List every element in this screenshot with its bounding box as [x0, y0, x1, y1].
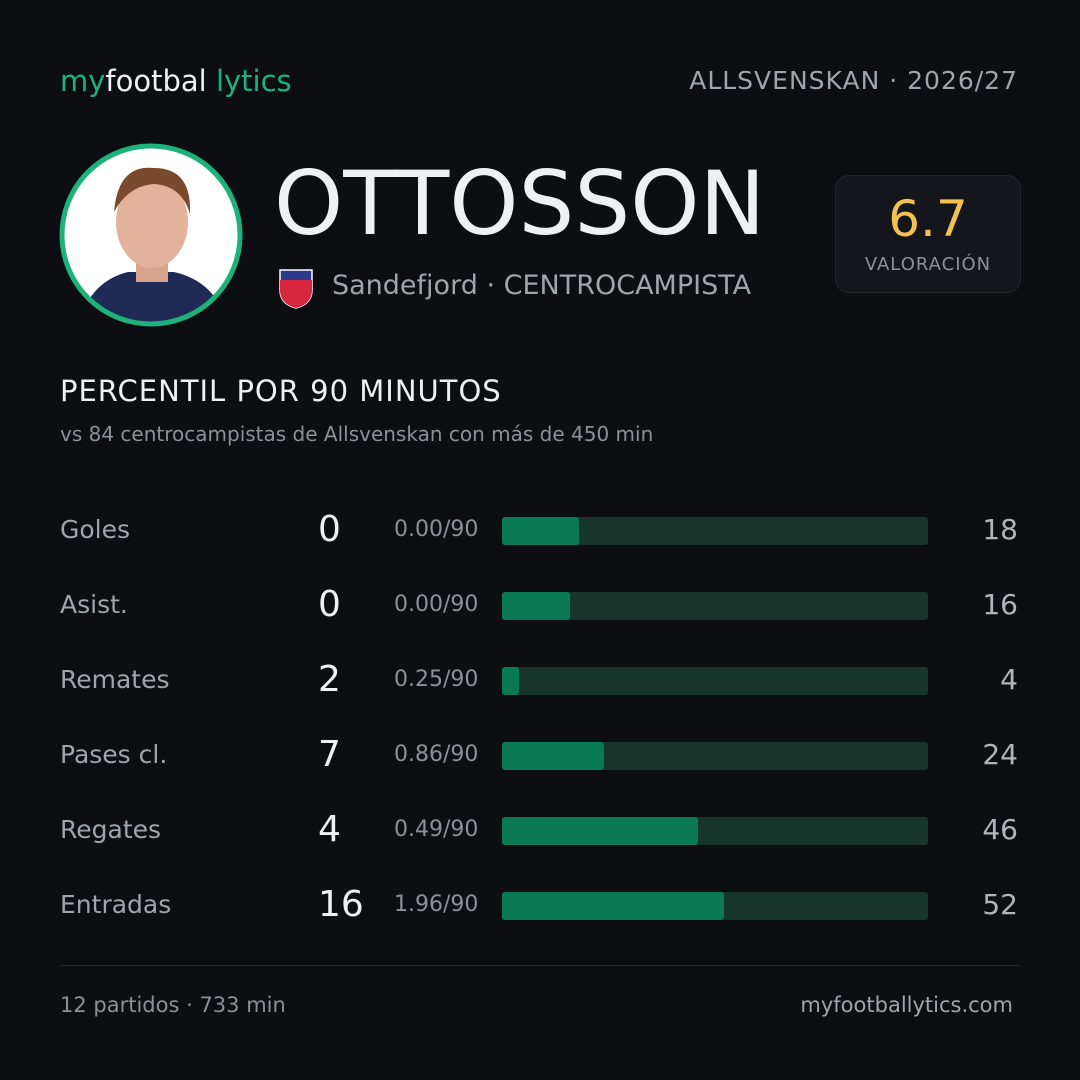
percentile-value: 24: [982, 738, 1018, 771]
stat-per90: 1.96/90: [394, 892, 479, 917]
bar-track: [502, 592, 928, 620]
rating-value: 6.7: [888, 190, 968, 248]
player-photo: [59, 143, 243, 327]
percentile-value: 52: [982, 888, 1018, 921]
brand-my: my: [60, 64, 106, 98]
percentile-bar: [502, 817, 698, 845]
stat-total: 7: [318, 734, 341, 775]
divider: [60, 965, 1020, 966]
section-title: PERCENTIL POR 90 MINUTOS: [60, 374, 502, 408]
percentile-bar: [502, 517, 579, 545]
percentile-bar: [502, 667, 520, 695]
stat-label: Remates: [60, 665, 170, 694]
percentile-value: 18: [982, 513, 1018, 546]
percentile-value: 46: [982, 813, 1018, 846]
subtitle-part: vs 84 centrocampistas: [60, 422, 287, 446]
stat-total: 0: [318, 584, 341, 625]
stat-label: Regates: [60, 815, 162, 844]
stat-label: Goles: [60, 515, 131, 544]
brand-football: footbal: [105, 64, 207, 98]
rating-box: 6.7 VALORACIÓN: [835, 175, 1021, 293]
section-subtitle: vs 84 centrocampistas de Allsvenskan con…: [60, 422, 653, 446]
league: ALLSVENSKAN: [689, 66, 881, 95]
rating-label: VALORACIÓN: [864, 254, 992, 275]
stat-label: Asist.: [60, 590, 128, 619]
player-name: OTTOSSON: [274, 152, 766, 255]
section-title-part: PERCENTIL: [60, 374, 227, 408]
stat-per90: 0.00/90: [394, 592, 479, 617]
team: Sandefjord: [332, 270, 478, 301]
percentile-value: 4: [1000, 663, 1018, 696]
stat-total: 0: [318, 509, 341, 550]
subtitle-part: de Allsvenskan: [292, 422, 443, 446]
season: · 2026/27: [889, 66, 1018, 95]
percentile-bar: [502, 742, 605, 770]
team-badge: [279, 269, 313, 309]
stat-total: 4: [318, 809, 341, 850]
stat-per90: 0.00/90: [394, 517, 479, 542]
brand-lytics: lytics: [215, 64, 292, 98]
section-title-part: POR 90 MINUTOS: [236, 374, 502, 408]
footer-right: myfootballytics.com: [800, 993, 1013, 1017]
stat-per90: 0.86/90: [394, 742, 479, 767]
stat-per90: 0.49/90: [394, 817, 479, 842]
league-season: ALLSVENSKAN · 2026/27: [689, 66, 1018, 95]
position: · CENTROCAMPISTA: [486, 270, 752, 301]
percentile-value: 16: [982, 588, 1018, 621]
stat-label: Entradas: [60, 890, 172, 919]
bar-track: [502, 667, 928, 695]
stat-per90: 0.25/90: [394, 667, 479, 692]
subtitle-part: con más de 450 min: [448, 422, 654, 446]
percentile-bar: [502, 592, 571, 620]
footer-left: 12 partidos · 733 min: [60, 993, 286, 1017]
stat-total: 2: [318, 659, 341, 700]
stat-label: Pases cl.: [60, 740, 168, 769]
team-position: Sandefjord · CENTROCAMPISTA: [332, 270, 751, 301]
percentile-bar: [502, 892, 724, 920]
brand-logo: myfootbal lytics: [60, 64, 292, 98]
stat-total: 16: [318, 884, 364, 925]
